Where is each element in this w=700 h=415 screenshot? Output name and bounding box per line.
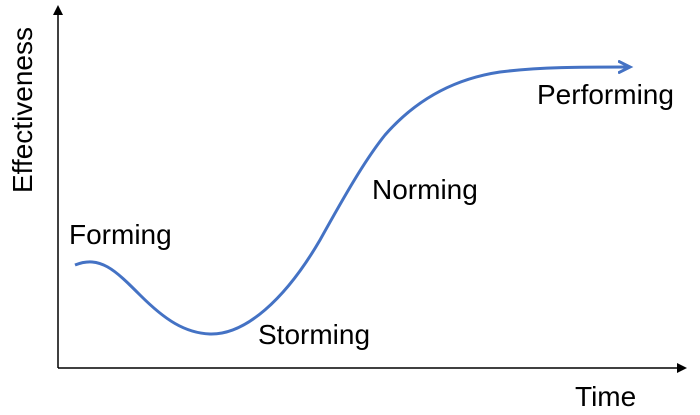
effectiveness-curve	[74, 67, 630, 336]
stage-label-performing: Performing	[537, 79, 674, 110]
stage-label-storming: Storming	[258, 319, 370, 350]
stage-label-forming: Forming	[69, 219, 172, 250]
y-axis-label: Effectiveness	[7, 27, 38, 193]
x-axis-label: Time	[575, 381, 636, 412]
stage-label-norming: Norming	[372, 174, 478, 205]
